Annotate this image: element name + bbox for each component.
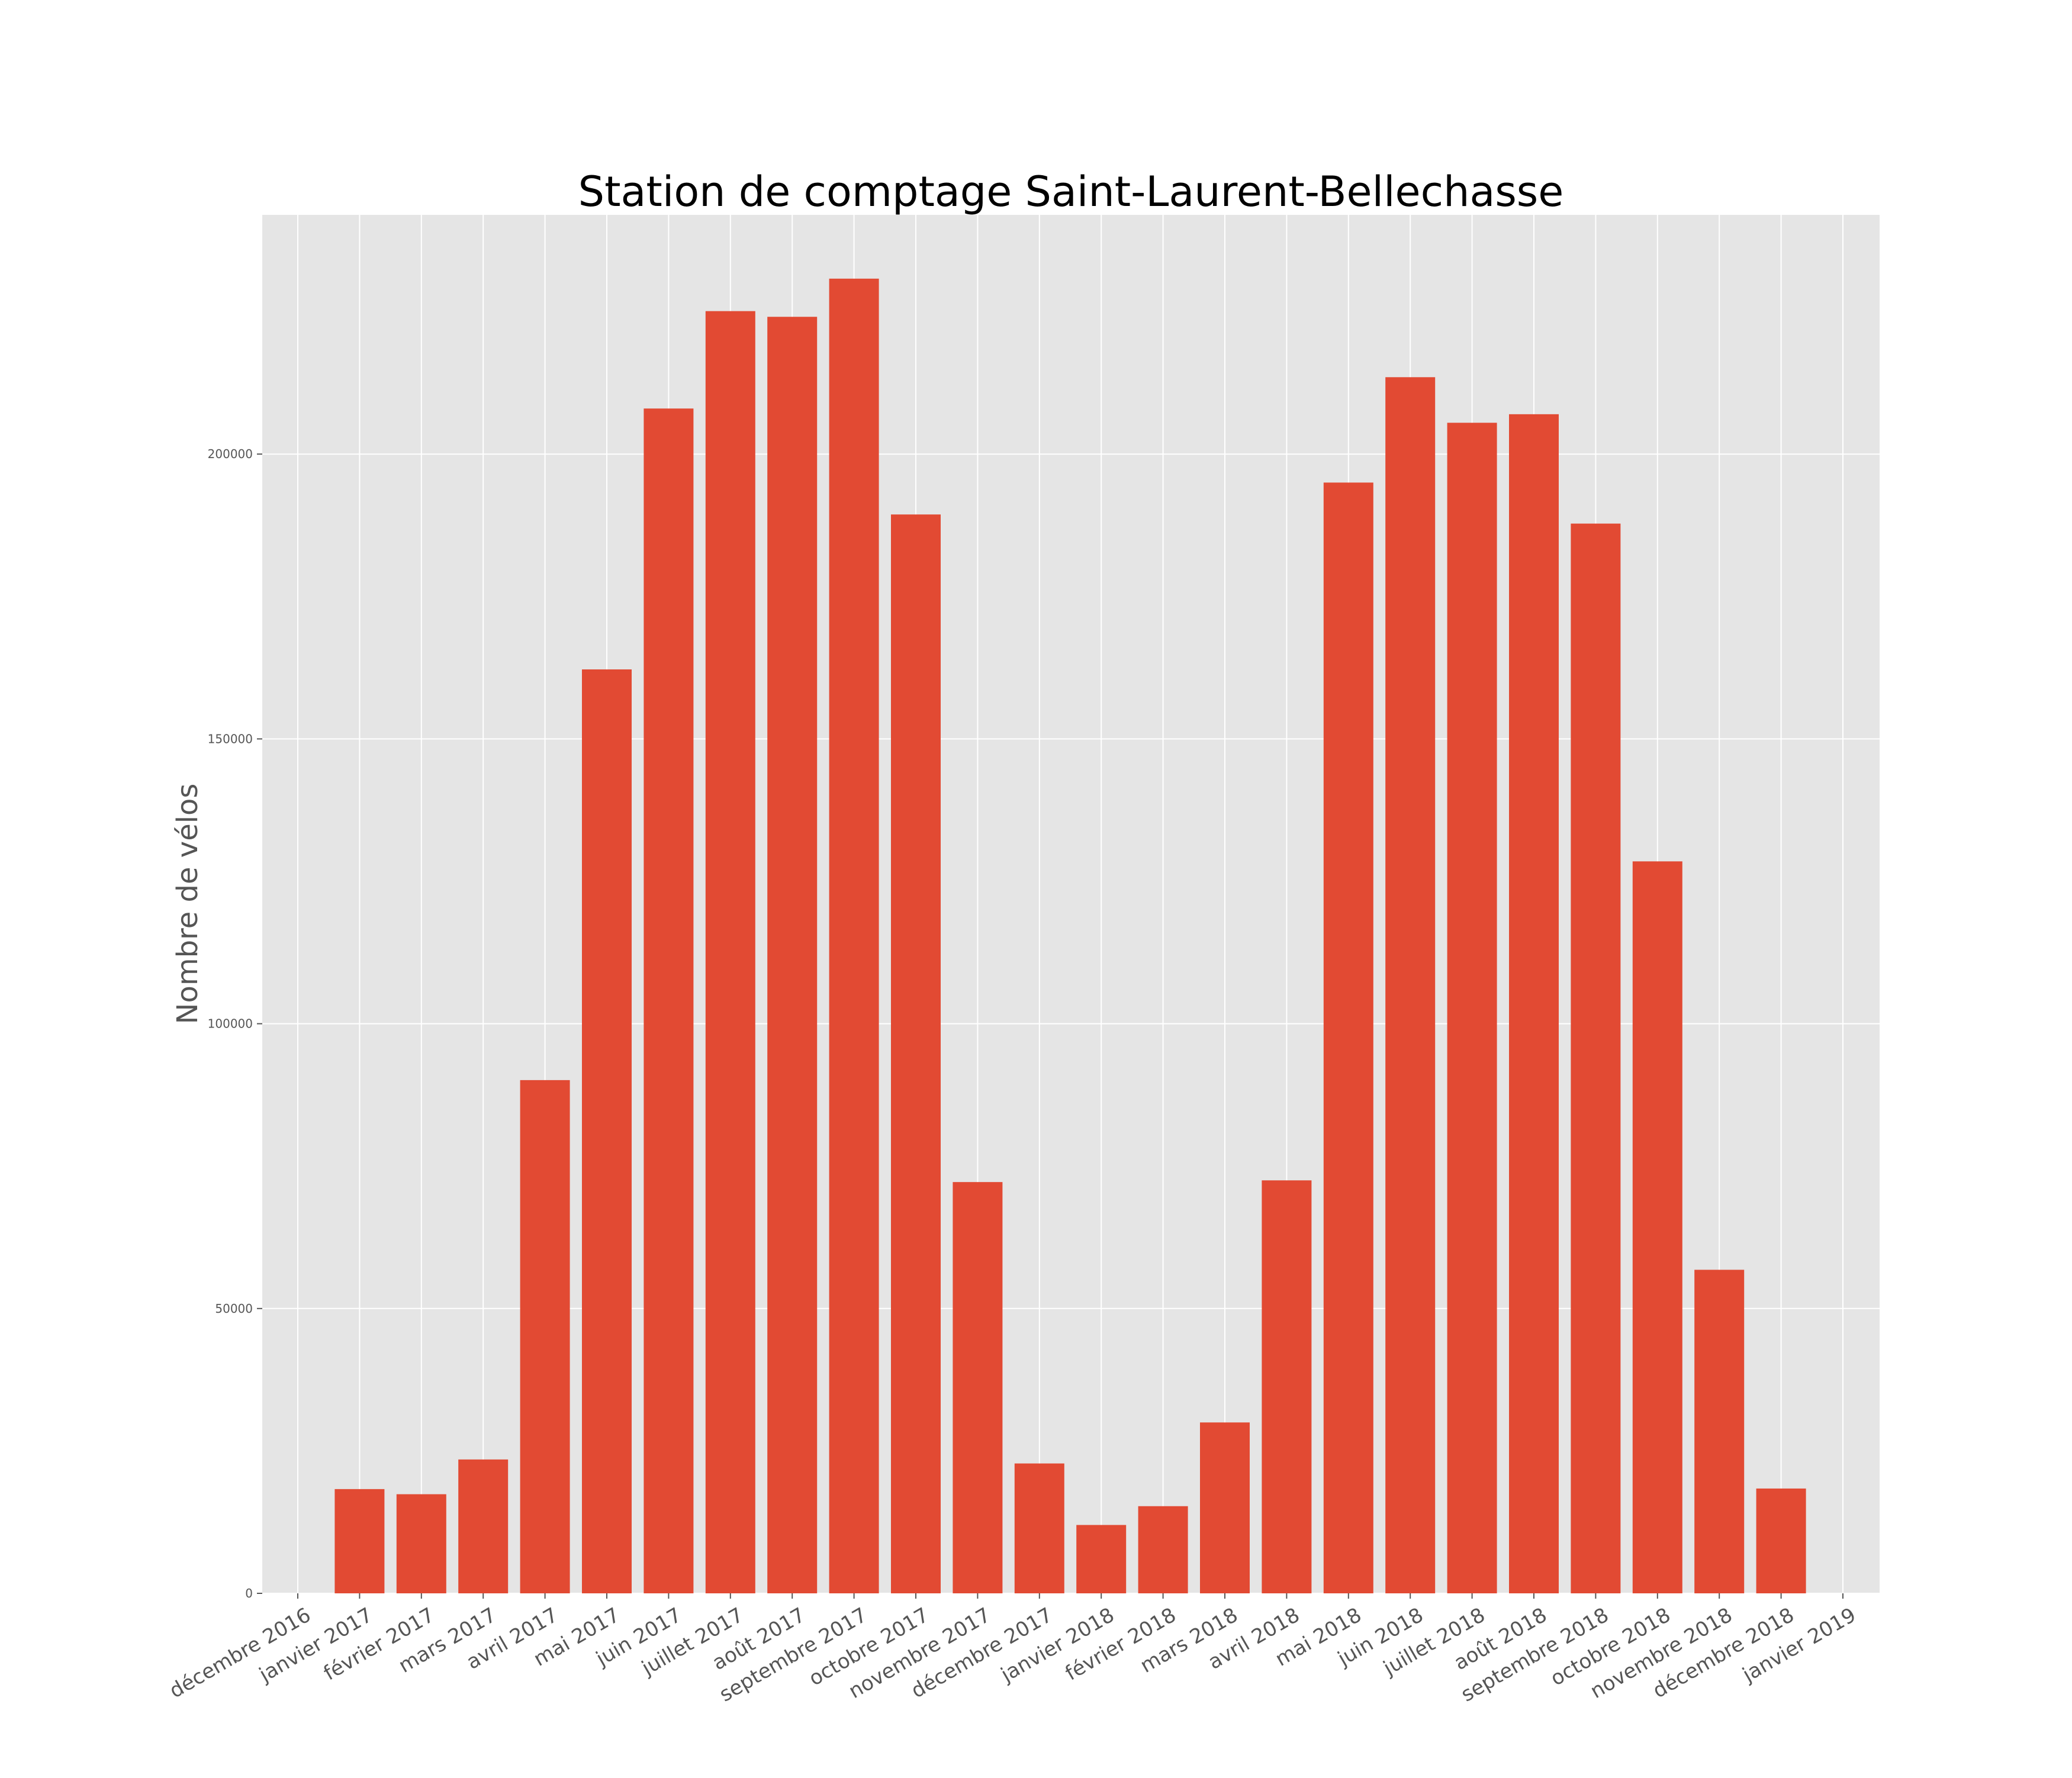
bar <box>1385 377 1436 1593</box>
y-tick-label: 0 <box>245 1586 253 1600</box>
bars <box>334 278 1806 1594</box>
bar <box>1076 1525 1127 1593</box>
bar <box>1571 523 1621 1593</box>
bar <box>458 1459 509 1593</box>
bar <box>1694 1270 1745 1593</box>
bar <box>891 514 941 1593</box>
bar <box>396 1494 446 1593</box>
bar <box>334 1489 385 1593</box>
bar <box>1138 1506 1188 1593</box>
bar <box>829 278 879 1594</box>
chart-title: Station de comptage Saint-Laurent-Bellec… <box>578 168 1564 216</box>
bar <box>953 1182 1003 1593</box>
y-tick-label: 200000 <box>208 447 253 461</box>
y-tick-label: 50000 <box>215 1302 253 1316</box>
y-axis-label: Nombre de vélos <box>171 784 204 1025</box>
bar <box>1632 861 1682 1593</box>
bar <box>1014 1463 1064 1593</box>
bar <box>520 1080 570 1593</box>
y-tick-label: 150000 <box>208 732 253 746</box>
bar <box>1509 414 1559 1593</box>
bar <box>1262 1180 1312 1593</box>
y-tick-label: 100000 <box>208 1017 253 1031</box>
bar <box>1323 482 1373 1593</box>
bar <box>1756 1488 1806 1593</box>
bar <box>1447 423 1497 1593</box>
bar <box>644 408 694 1594</box>
bar <box>1200 1422 1250 1593</box>
bar <box>582 669 632 1593</box>
bar <box>767 317 818 1593</box>
bar <box>705 311 755 1593</box>
